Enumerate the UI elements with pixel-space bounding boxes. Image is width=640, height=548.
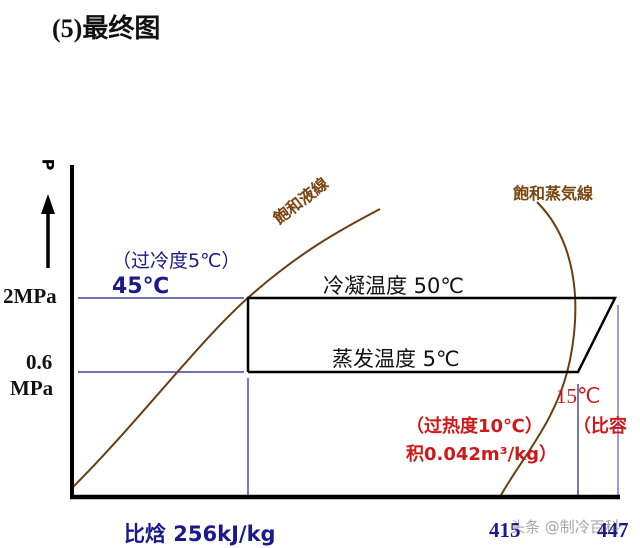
y-tick-0.6-value: 0.6 — [26, 350, 53, 374]
saturated-vapor-curve — [499, 201, 577, 498]
superheat-label: （过热度10℃） — [406, 416, 543, 437]
specific-volume-label-line1: （比容 — [573, 416, 627, 437]
y-tick-0.6-unit: MPa — [10, 376, 54, 400]
saturated-liquid-curve — [72, 208, 381, 488]
x-tick-447: 447 — [597, 518, 629, 542]
subcooling-label: （过冷度5℃） — [112, 250, 241, 272]
saturated-vapor-label: 飽和蒸気線 — [513, 184, 594, 203]
refrigeration-cycle — [246, 296, 618, 374]
up-arrow-icon — [41, 194, 55, 214]
x-axis-enthalpy-label: 比焓 256kJ/kg — [124, 522, 276, 546]
specific-volume-label-line2: 积0.042m³/kg） — [406, 444, 558, 465]
page-title: (5)最终图 — [52, 14, 161, 43]
evaporating-temp-label: 蒸发温度 5℃ — [332, 347, 460, 371]
suction-temp-label: 15℃ — [556, 384, 601, 408]
watermark: 头条 @制冷百科 — [510, 518, 620, 536]
subcooled-temp-label: 45℃ — [112, 274, 170, 299]
x-tick-415: 415 — [489, 518, 521, 542]
pressure-axis-symbol: P — [38, 158, 58, 171]
condensing-temp-label: 冷凝温度 50℃ — [323, 274, 464, 298]
y-tick-2mpa: 2MPa — [3, 284, 57, 308]
